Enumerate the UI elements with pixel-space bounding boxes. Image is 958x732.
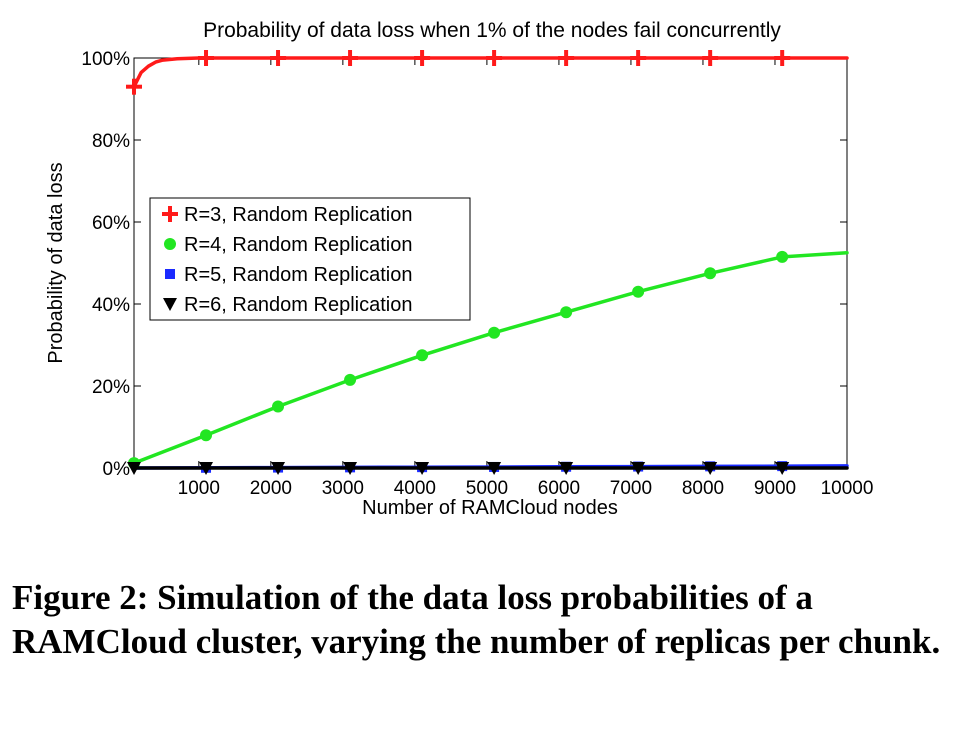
legend-marker-0 — [162, 206, 178, 222]
series-3-point — [271, 462, 286, 475]
x-tick-label: 3000 — [322, 478, 364, 499]
legend-marker-3 — [163, 298, 177, 311]
x-axis-label: Number of RAMCloud nodes — [362, 497, 618, 519]
legend-label-2: R=5, Random Replication — [184, 264, 412, 286]
series-3-point — [415, 462, 430, 475]
series-1-point — [272, 400, 285, 413]
series-1-point — [632, 285, 645, 298]
legend-label-0: R=3, Random Replication — [184, 204, 412, 226]
series-0-point — [774, 50, 791, 66]
series-0-point — [414, 50, 431, 66]
series-3-point — [487, 462, 502, 475]
series-0-point — [630, 50, 647, 66]
series-0-point — [558, 50, 575, 66]
axis-ticks: 1000 2000 3000 4000 5000 6000 7000 8000 9000 1000… — [81, 49, 873, 499]
series-0-point — [702, 50, 719, 66]
y-tick-label: 100% — [81, 49, 130, 70]
series-3-point — [775, 462, 790, 475]
series-0-point — [342, 50, 359, 66]
legend-label-1: R=4, Random Replication — [184, 234, 412, 256]
legend-marker-1 — [164, 238, 176, 250]
figure-chart: Probability of data loss when 1% of the … — [45, 19, 873, 519]
series-3-point — [703, 462, 718, 475]
x-tick-label: 2000 — [250, 478, 292, 499]
series-0 — [126, 50, 849, 95]
series-3-point — [199, 462, 214, 475]
legend-box — [149, 197, 471, 321]
x-tick-label: 9000 — [754, 478, 796, 499]
x-tick-label: 5000 — [466, 478, 508, 499]
legend-marker-2 — [165, 269, 175, 279]
series-1-point — [488, 326, 501, 339]
series-3-point — [631, 462, 646, 475]
y-tick-label: 60% — [92, 213, 130, 234]
series-3 — [127, 462, 849, 475]
series-1-point — [200, 429, 213, 442]
legend-label-3: R=6, Random Replication — [184, 294, 412, 316]
x-tick-label: 6000 — [538, 478, 580, 499]
legend: R=3, Random Replication R=4, Random Repli… — [149, 197, 471, 321]
y-tick-label: 80% — [92, 131, 130, 152]
series-3-point — [559, 462, 574, 475]
series-1-point — [776, 250, 789, 263]
y-axis-label: Probability of data loss — [45, 162, 67, 363]
series-3-point — [343, 462, 358, 475]
x-tick-label: 8000 — [682, 478, 724, 499]
series-0-point — [270, 50, 287, 66]
series-1-point — [416, 349, 429, 362]
x-tick-label: 4000 — [394, 478, 436, 499]
series-0-point — [486, 50, 503, 66]
series-0-point — [198, 50, 215, 66]
y-tick-label: 40% — [92, 295, 130, 316]
x-tick-label: 10000 — [821, 478, 874, 499]
y-tick-label: 20% — [92, 377, 130, 398]
series-0-point — [126, 78, 142, 95]
chart-title: Probability of data loss when 1% of the … — [203, 19, 781, 42]
y-tick-label: 0% — [103, 459, 131, 480]
series-3-point — [127, 462, 141, 475]
series-1-point — [704, 267, 717, 280]
series-1-point — [344, 373, 357, 386]
figure-caption: Figure 2: Simulation of the data loss pr… — [12, 578, 941, 661]
x-tick-label: 7000 — [610, 478, 652, 499]
x-tick-label: 1000 — [178, 478, 220, 499]
series-1-point — [560, 306, 573, 319]
series-layer — [126, 50, 849, 475]
